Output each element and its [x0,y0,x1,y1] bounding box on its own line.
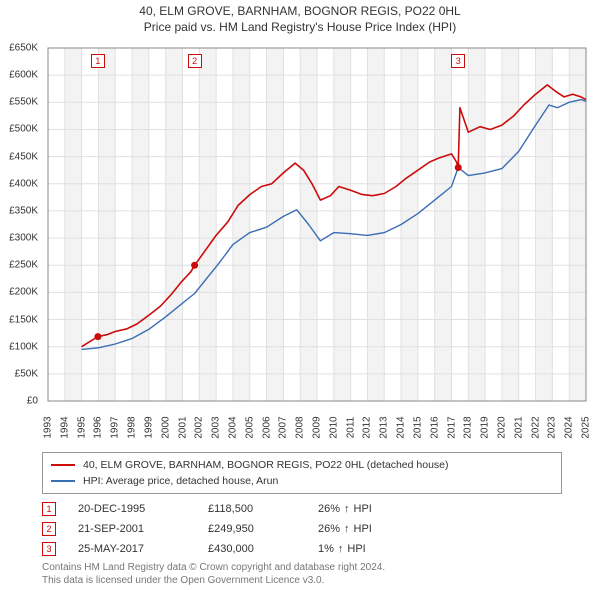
x-axis-tick-label: 1996 [93,416,104,438]
sale-delta-vs: HPI [354,523,372,535]
y-axis-tick-label: £450K [9,151,38,162]
sale-delta: 1% ↑ HPI [318,543,562,555]
x-axis-tick-label: 2024 [564,416,575,438]
arrow-up-icon: ↑ [338,543,344,555]
x-axis-tick-label: 2017 [446,416,457,438]
x-axis-tick-label: 2010 [328,416,339,438]
y-axis-tick-label: £600K [9,70,38,81]
y-axis-tick-label: £100K [9,341,38,352]
y-axis-tick-label: £300K [9,233,38,244]
x-axis-tick-label: 2012 [362,416,373,438]
x-axis-tick-label: 2006 [261,416,272,438]
sale-delta-pct: 26% [318,523,340,535]
legend-row: 40, ELM GROVE, BARNHAM, BOGNOR REGIS, PO… [51,457,553,473]
chart-plot-area: £0£50K£100K£150K£200K£250K£300K£350K£400… [42,44,592,419]
footer-attribution: Contains HM Land Registry data © Crown c… [42,562,562,587]
x-axis-tick-label: 2004 [227,416,238,438]
sale-marker-box: 2 [42,522,56,536]
sale-price: £249,950 [208,523,318,535]
x-axis-tick-label: 2016 [429,416,440,438]
chart-title: 40, ELM GROVE, BARNHAM, BOGNOR REGIS, PO… [0,4,600,18]
sale-price: £118,500 [208,503,318,515]
x-axis-tick-label: 2022 [530,416,541,438]
sale-delta: 26% ↑ HPI [318,503,562,515]
table-row: 2 21-SEP-2001 £249,950 26% ↑ HPI [42,520,562,538]
footer-line: Contains HM Land Registry data © Crown c… [42,562,562,575]
x-axis-tick-label: 2008 [295,416,306,438]
legend-swatch [51,464,75,466]
x-axis-tick-label: 2014 [396,416,407,438]
sale-delta-vs: HPI [347,543,365,555]
legend-swatch [51,480,75,482]
x-axis-tick-label: 1997 [110,416,121,438]
x-axis-tick-label: 2015 [412,416,423,438]
sale-date: 20-DEC-1995 [78,503,208,515]
sale-marker-box: 3 [451,54,465,68]
y-axis-tick-label: £150K [9,314,38,325]
y-axis-tick-label: £550K [9,97,38,108]
sale-price: £430,000 [208,543,318,555]
x-axis-tick-label: 2020 [496,416,507,438]
sale-delta: 26% ↑ HPI [318,523,562,535]
legend-label: HPI: Average price, detached house, Arun [83,475,278,487]
y-axis-tick-label: £350K [9,205,38,216]
y-axis-tick-label: £650K [9,43,38,54]
sale-marker-box: 1 [91,54,105,68]
sale-date: 21-SEP-2001 [78,523,208,535]
chart-legend: 40, ELM GROVE, BARNHAM, BOGNOR REGIS, PO… [42,452,562,494]
y-axis-tick-label: £200K [9,287,38,298]
x-axis-tick-label: 2001 [177,416,188,438]
table-row: 3 25-MAY-2017 £430,000 1% ↑ HPI [42,540,562,558]
x-axis-tick-label: 2009 [312,416,323,438]
sale-delta-vs: HPI [354,503,372,515]
legend-label: 40, ELM GROVE, BARNHAM, BOGNOR REGIS, PO… [83,459,449,471]
table-row: 1 20-DEC-1995 £118,500 26% ↑ HPI [42,500,562,518]
x-axis-tick-label: 2000 [160,416,171,438]
x-axis-tick-label: 2002 [194,416,205,438]
chart-subtitle: Price paid vs. HM Land Registry's House … [0,20,600,34]
sale-delta-pct: 1% [318,543,334,555]
x-axis-tick-label: 2011 [345,417,356,439]
y-axis-tick-label: £250K [9,260,38,271]
x-axis-tick-label: 1993 [43,416,54,438]
x-axis-tick-label: 2019 [480,416,491,438]
x-axis-tick-label: 1999 [143,416,154,438]
x-axis-tick-label: 2007 [278,416,289,438]
x-axis-tick-label: 1998 [127,416,138,438]
y-axis-tick-label: £50K [15,368,38,379]
line-chart-svg [42,44,592,419]
sale-marker-box: 1 [42,502,56,516]
x-axis-tick-label: 2003 [211,416,222,438]
x-axis-tick-label: 2013 [379,416,390,438]
x-axis-tick-label: 1995 [76,416,87,438]
sale-marker-box: 2 [188,54,202,68]
footer-line: This data is licensed under the Open Gov… [42,575,562,588]
legend-row: HPI: Average price, detached house, Arun [51,473,553,489]
x-axis-tick-label: 2025 [581,416,592,438]
arrow-up-icon: ↑ [344,523,350,535]
y-axis-tick-label: £400K [9,178,38,189]
x-axis-tick-label: 2018 [463,416,474,438]
sales-table: 1 20-DEC-1995 £118,500 26% ↑ HPI 2 21-SE… [42,500,562,560]
sale-date: 25-MAY-2017 [78,543,208,555]
sale-marker-box: 3 [42,542,56,556]
sale-delta-pct: 26% [318,503,340,515]
x-axis-tick-label: 2005 [244,416,255,438]
x-axis-tick-label: 1994 [59,416,70,438]
x-axis-tick-label: 2021 [513,416,524,438]
y-axis-tick-label: £500K [9,124,38,135]
arrow-up-icon: ↑ [344,503,350,515]
x-axis-tick-label: 2023 [547,416,558,438]
y-axis-tick-label: £0 [27,396,38,407]
